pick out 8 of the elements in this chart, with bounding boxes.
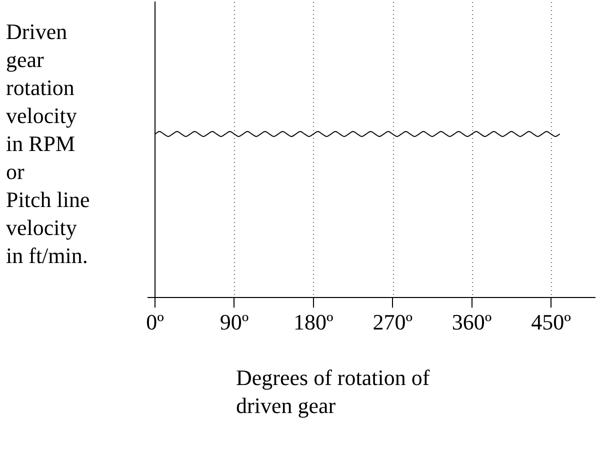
- x-tick-label: 270º: [372, 310, 413, 335]
- x-tick-label: 450º: [531, 310, 572, 335]
- text: Driven gear rotation velocity in RPM or Pitch line velocity in ft/min.: [6, 19, 90, 268]
- x-tick-label: 360º: [452, 310, 492, 335]
- x-tick-label: 0º: [146, 310, 164, 335]
- x-axis-title: Degrees of rotation of driven gear: [236, 364, 430, 420]
- x-tick-label: 180º: [294, 310, 334, 335]
- x-tick-label: 90º: [220, 310, 249, 335]
